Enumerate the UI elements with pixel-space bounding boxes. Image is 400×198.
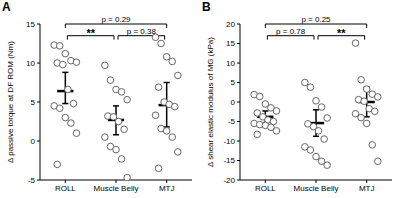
svg-text:0: 0 (31, 137, 36, 146)
svg-text:Δ passive torque at DF ROM (Nm: Δ passive torque at DF ROM (Nm) (8, 41, 15, 163)
html-text:A: A (2, 0, 11, 14)
svg-text:Muscle Belly: Muscle Belly (94, 184, 139, 193)
svg-text:20: 20 (226, 20, 235, 29)
svg-text:ROLL: ROLL (255, 184, 276, 193)
svg-text:-5: -5 (28, 176, 36, 185)
svg-text:p = 0.38: p = 0.38 (127, 27, 157, 36)
svg-text:**: ** (337, 27, 346, 39)
svg-text:-20: -20 (223, 176, 235, 185)
svg-text:15: 15 (226, 39, 235, 48)
html-text:B: B (202, 0, 211, 14)
svg-text:-15: -15 (223, 156, 235, 165)
svg-text:-10: -10 (223, 137, 235, 146)
svg-text:p = 0.78: p = 0.78 (276, 27, 306, 36)
svg-text:15: 15 (26, 20, 35, 29)
svg-text:p = 0.29: p = 0.29 (101, 15, 131, 24)
svg-text:MTJ: MTJ (359, 184, 375, 193)
svg-text:0: 0 (231, 98, 236, 107)
svg-text:ROLL: ROLL (55, 184, 76, 193)
svg-text:Muscle Belly: Muscle Belly (294, 184, 339, 193)
svg-text:10: 10 (26, 59, 35, 68)
svg-text:5: 5 (231, 78, 236, 87)
svg-text:MTJ: MTJ (159, 184, 175, 193)
svg-text:10: 10 (226, 59, 235, 68)
svg-text:Δ shear elastic modulus of MG: Δ shear elastic modulus of MG (kPa) (206, 37, 215, 167)
svg-text:5: 5 (31, 98, 36, 107)
svg-text:p = 0.25: p = 0.25 (301, 15, 331, 24)
svg-text:**: ** (86, 27, 95, 39)
svg-text:-5: -5 (228, 117, 236, 126)
